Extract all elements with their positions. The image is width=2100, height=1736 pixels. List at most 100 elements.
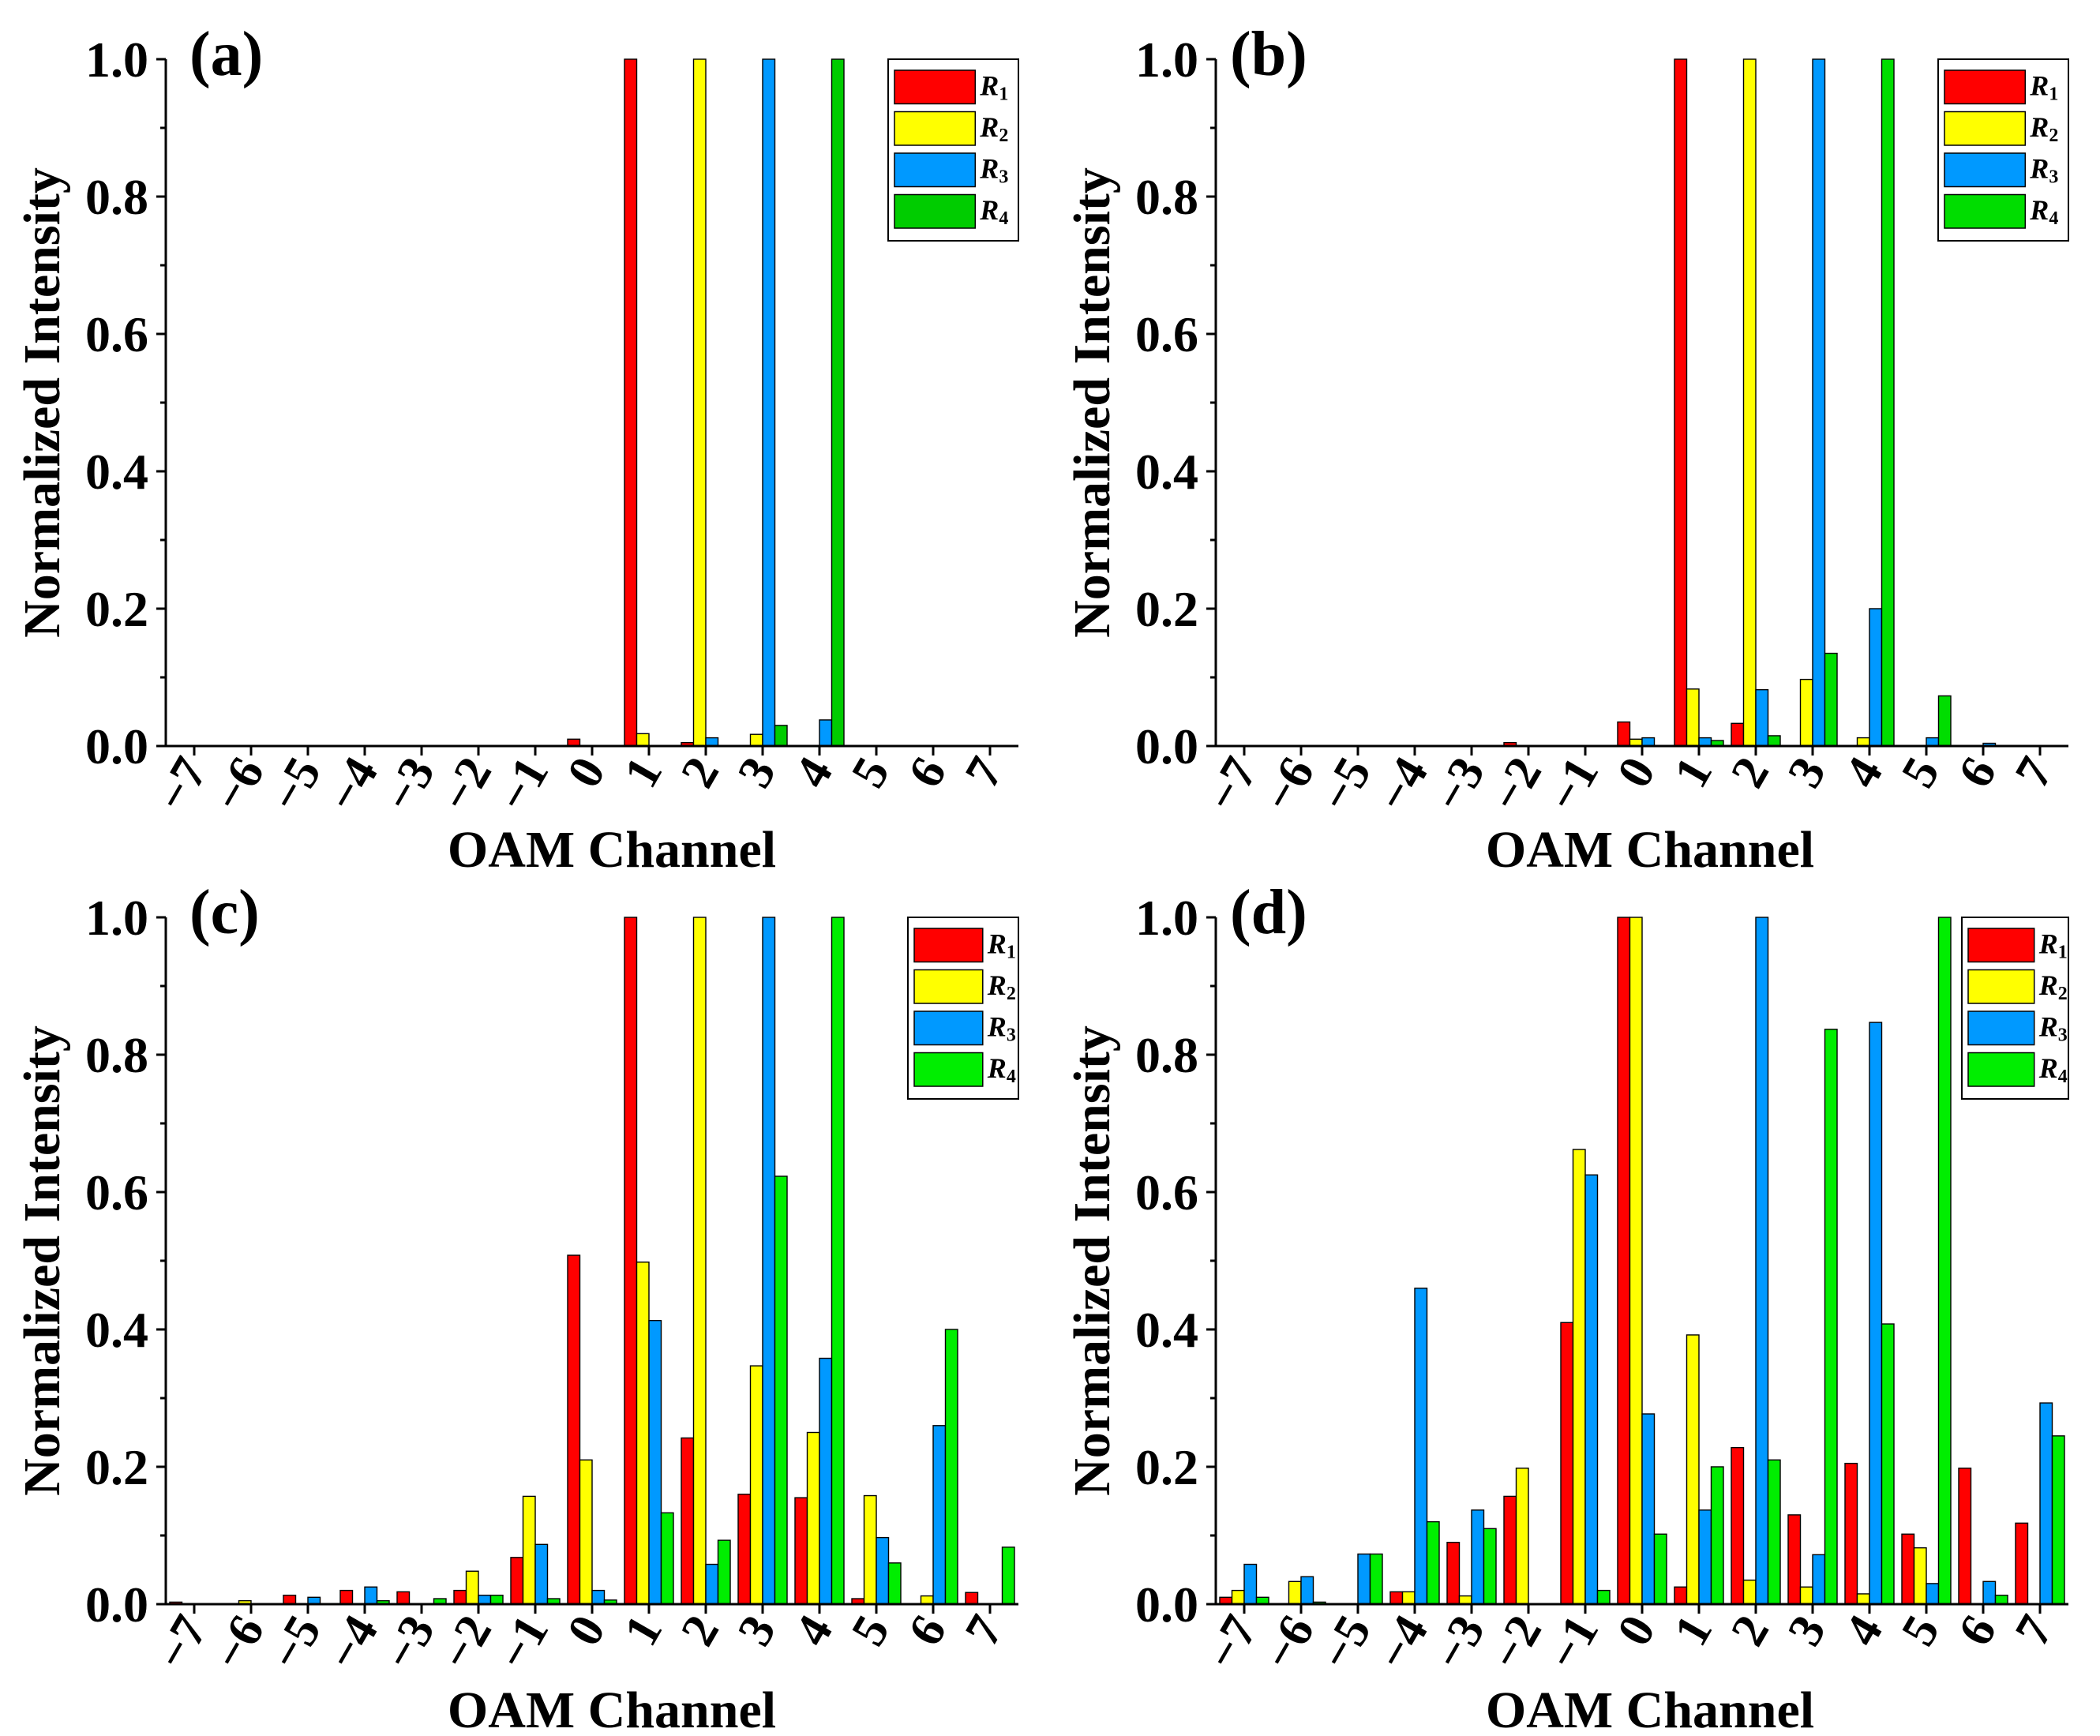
x-tick-label: 5 [842,748,900,797]
bar-r1-ch1 [624,58,638,747]
bar-r1-ch-4 [1389,1591,1404,1605]
bar-r3-ch6 [932,1425,947,1605]
bar-r3-ch3 [1812,58,1826,747]
x-axis-title: OAM Channel [448,1682,776,1736]
bar-r3-ch4 [1869,1022,1883,1605]
x-tick-label: 5 [1892,1607,1950,1655]
legend-name: R [2038,1052,2058,1084]
y-tick-label: 0.0 [1135,1577,1198,1633]
y-tick-label: 0.2 [85,581,148,637]
bar-r4-ch7 [2051,1435,2065,1605]
bar-r2-ch6 [920,1595,934,1605]
bar-r4-ch5 [887,1562,902,1605]
legend-subscript: 1 [1007,943,1016,963]
bar-r1-ch-1 [1560,1322,1574,1605]
legend-label-r2: R2 [979,111,1008,146]
legend-subscript: 3 [1007,1025,1016,1046]
y-tick-label: 0.6 [85,1164,148,1220]
bar-r3-ch-5 [1357,1553,1371,1605]
legend-subscript: 2 [999,126,1008,146]
bar-r1-ch2 [1731,1446,1745,1605]
y-axis-title: Normalized Intensity [1063,1025,1121,1496]
legend-name: R [2029,194,2049,226]
bar-r1-ch0 [1617,917,1631,1605]
legend-subscript: 2 [2058,984,2068,1004]
legend-label-r1: R1 [2029,70,2058,105]
x-tick-label: 4 [1835,748,1893,797]
bar-r1-ch-4 [339,1589,354,1605]
x-tick-label: 0 [557,1607,616,1655]
bar-r4-ch-1 [1596,1589,1611,1605]
legend-label-r3: R3 [2038,1011,2068,1046]
y-tick-label: 0.4 [1135,1302,1198,1358]
bar-r1-ch-5 [283,1594,297,1605]
bar-r1-ch-2 [453,1589,467,1605]
legend-label-r4: R4 [2029,194,2058,229]
bar-r4-ch4 [1881,58,1895,747]
legend-subscript: 2 [1007,984,1016,1004]
x-tick-label: 2 [671,748,729,797]
x-tick-label: 1 [1664,1607,1723,1655]
bar-r2-ch-1 [522,1495,536,1605]
x-tick-label: 3 [728,748,786,797]
bar-r3-ch-4 [364,1586,378,1605]
legend-label-r3: R3 [979,153,1008,188]
bar-r1-ch1 [1674,58,1688,747]
legend-swatch-r3 [1944,152,2027,188]
legend-swatch-r4 [1967,1052,2035,1087]
bar-r4-ch1 [660,1512,674,1605]
x-tick-label: −1 [1536,1607,1609,1678]
bar-r2-ch5 [1913,1547,1927,1605]
legend-label-r3: R3 [987,1011,1016,1046]
bar-r2-ch-1 [1572,1149,1586,1605]
x-tick-label: 1 [1664,748,1723,797]
bar-r4-ch4 [831,58,845,747]
bar-r3-ch1 [648,1319,662,1605]
legend-swatch-r3 [1967,1010,2035,1046]
bar-r4-ch6 [944,1329,958,1605]
bar-r4-ch6 [1994,1594,2008,1605]
x-tick-label: 5 [842,1607,900,1655]
bar-r1-ch3 [737,1494,752,1605]
legend-name: R [979,194,999,226]
bar-r2-ch-2 [465,1570,479,1605]
legend-subscript: 4 [999,208,1008,229]
bar-r3-ch2 [705,737,719,747]
bar-r4-ch2 [1767,735,1781,747]
bar-r3-ch5 [1926,737,1940,747]
legend-subscript: 3 [999,167,1008,188]
y-tick-label: 0.8 [85,1027,148,1083]
bar-r4-ch2 [717,1539,731,1605]
chart-panel-d: 0.00.20.40.60.81.0−7−6−5−4−3−2−101234567… [1063,878,2069,1736]
legend-swatch-r1 [1944,69,2027,105]
y-tick-label: 0.2 [1135,581,1198,637]
bar-r2-ch3 [749,1365,763,1605]
x-tick-label: 0 [1607,1607,1666,1655]
x-tick-label: 6 [898,1607,957,1655]
legend-swatch-r3 [894,152,977,188]
bar-r3-ch0 [591,1589,606,1605]
x-tick-label: 4 [1835,1607,1893,1655]
legend-name: R [979,153,999,185]
x-tick-label: −1 [486,748,559,820]
y-tick-label: 0.2 [85,1439,148,1495]
bar-r4-ch7 [1001,1547,1015,1605]
x-tick-label: 2 [1721,748,1779,797]
y-tick-label: 0.8 [1135,169,1198,225]
x-tick-label: 2 [671,1607,729,1655]
legend-swatch-r1 [913,928,984,963]
legend-name: R [2029,111,2049,143]
legend-name: R [2038,928,2058,960]
bar-r1-ch4 [1844,1462,1858,1605]
bar-r4-ch3 [1824,1029,1838,1605]
bar-r3-ch6 [1982,1580,1997,1605]
x-tick-label: 7 [2005,1607,2064,1655]
legend-swatch-r4 [1944,193,2027,229]
x-tick-label: 4 [785,748,843,797]
bar-r1-ch1 [624,917,638,1605]
x-axis-title: OAM Channel [448,821,776,879]
y-tick-label: 0.0 [1135,718,1198,774]
bar-r3-ch0 [1641,1413,1656,1605]
